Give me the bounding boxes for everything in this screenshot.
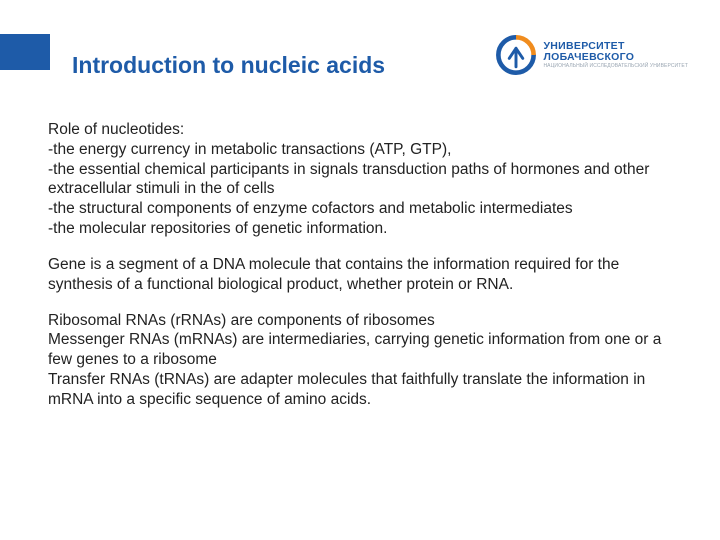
slide: Introduction to nucleic acids УНИВЕРСИТЕ… — [0, 0, 720, 540]
logo: УНИВЕРСИТЕТ ЛОБАЧЕВСКОГО НАЦИОНАЛЬНЫЙ ИС… — [495, 34, 688, 76]
body-text: Role of nucleotides: -the energy currenc… — [48, 120, 672, 426]
paragraph-rnas: Ribosomal RNAs (rRNAs) are components of… — [48, 311, 672, 410]
paragraph-roles: Role of nucleotides: -the energy currenc… — [48, 120, 672, 239]
corner-accent — [0, 34, 50, 70]
paragraph-gene: Gene is a segment of a DNA molecule that… — [48, 255, 672, 295]
university-logo-icon — [495, 34, 537, 76]
page-title: Introduction to nucleic acids — [72, 52, 385, 79]
logo-line2: ЛОБАЧЕВСКОГО — [543, 52, 688, 63]
logo-text: УНИВЕРСИТЕТ ЛОБАЧЕВСКОГО НАЦИОНАЛЬНЫЙ ИС… — [543, 41, 688, 69]
logo-subtitle: НАЦИОНАЛЬНЫЙ ИССЛЕДОВАТЕЛЬСКИЙ УНИВЕРСИТ… — [543, 64, 688, 69]
